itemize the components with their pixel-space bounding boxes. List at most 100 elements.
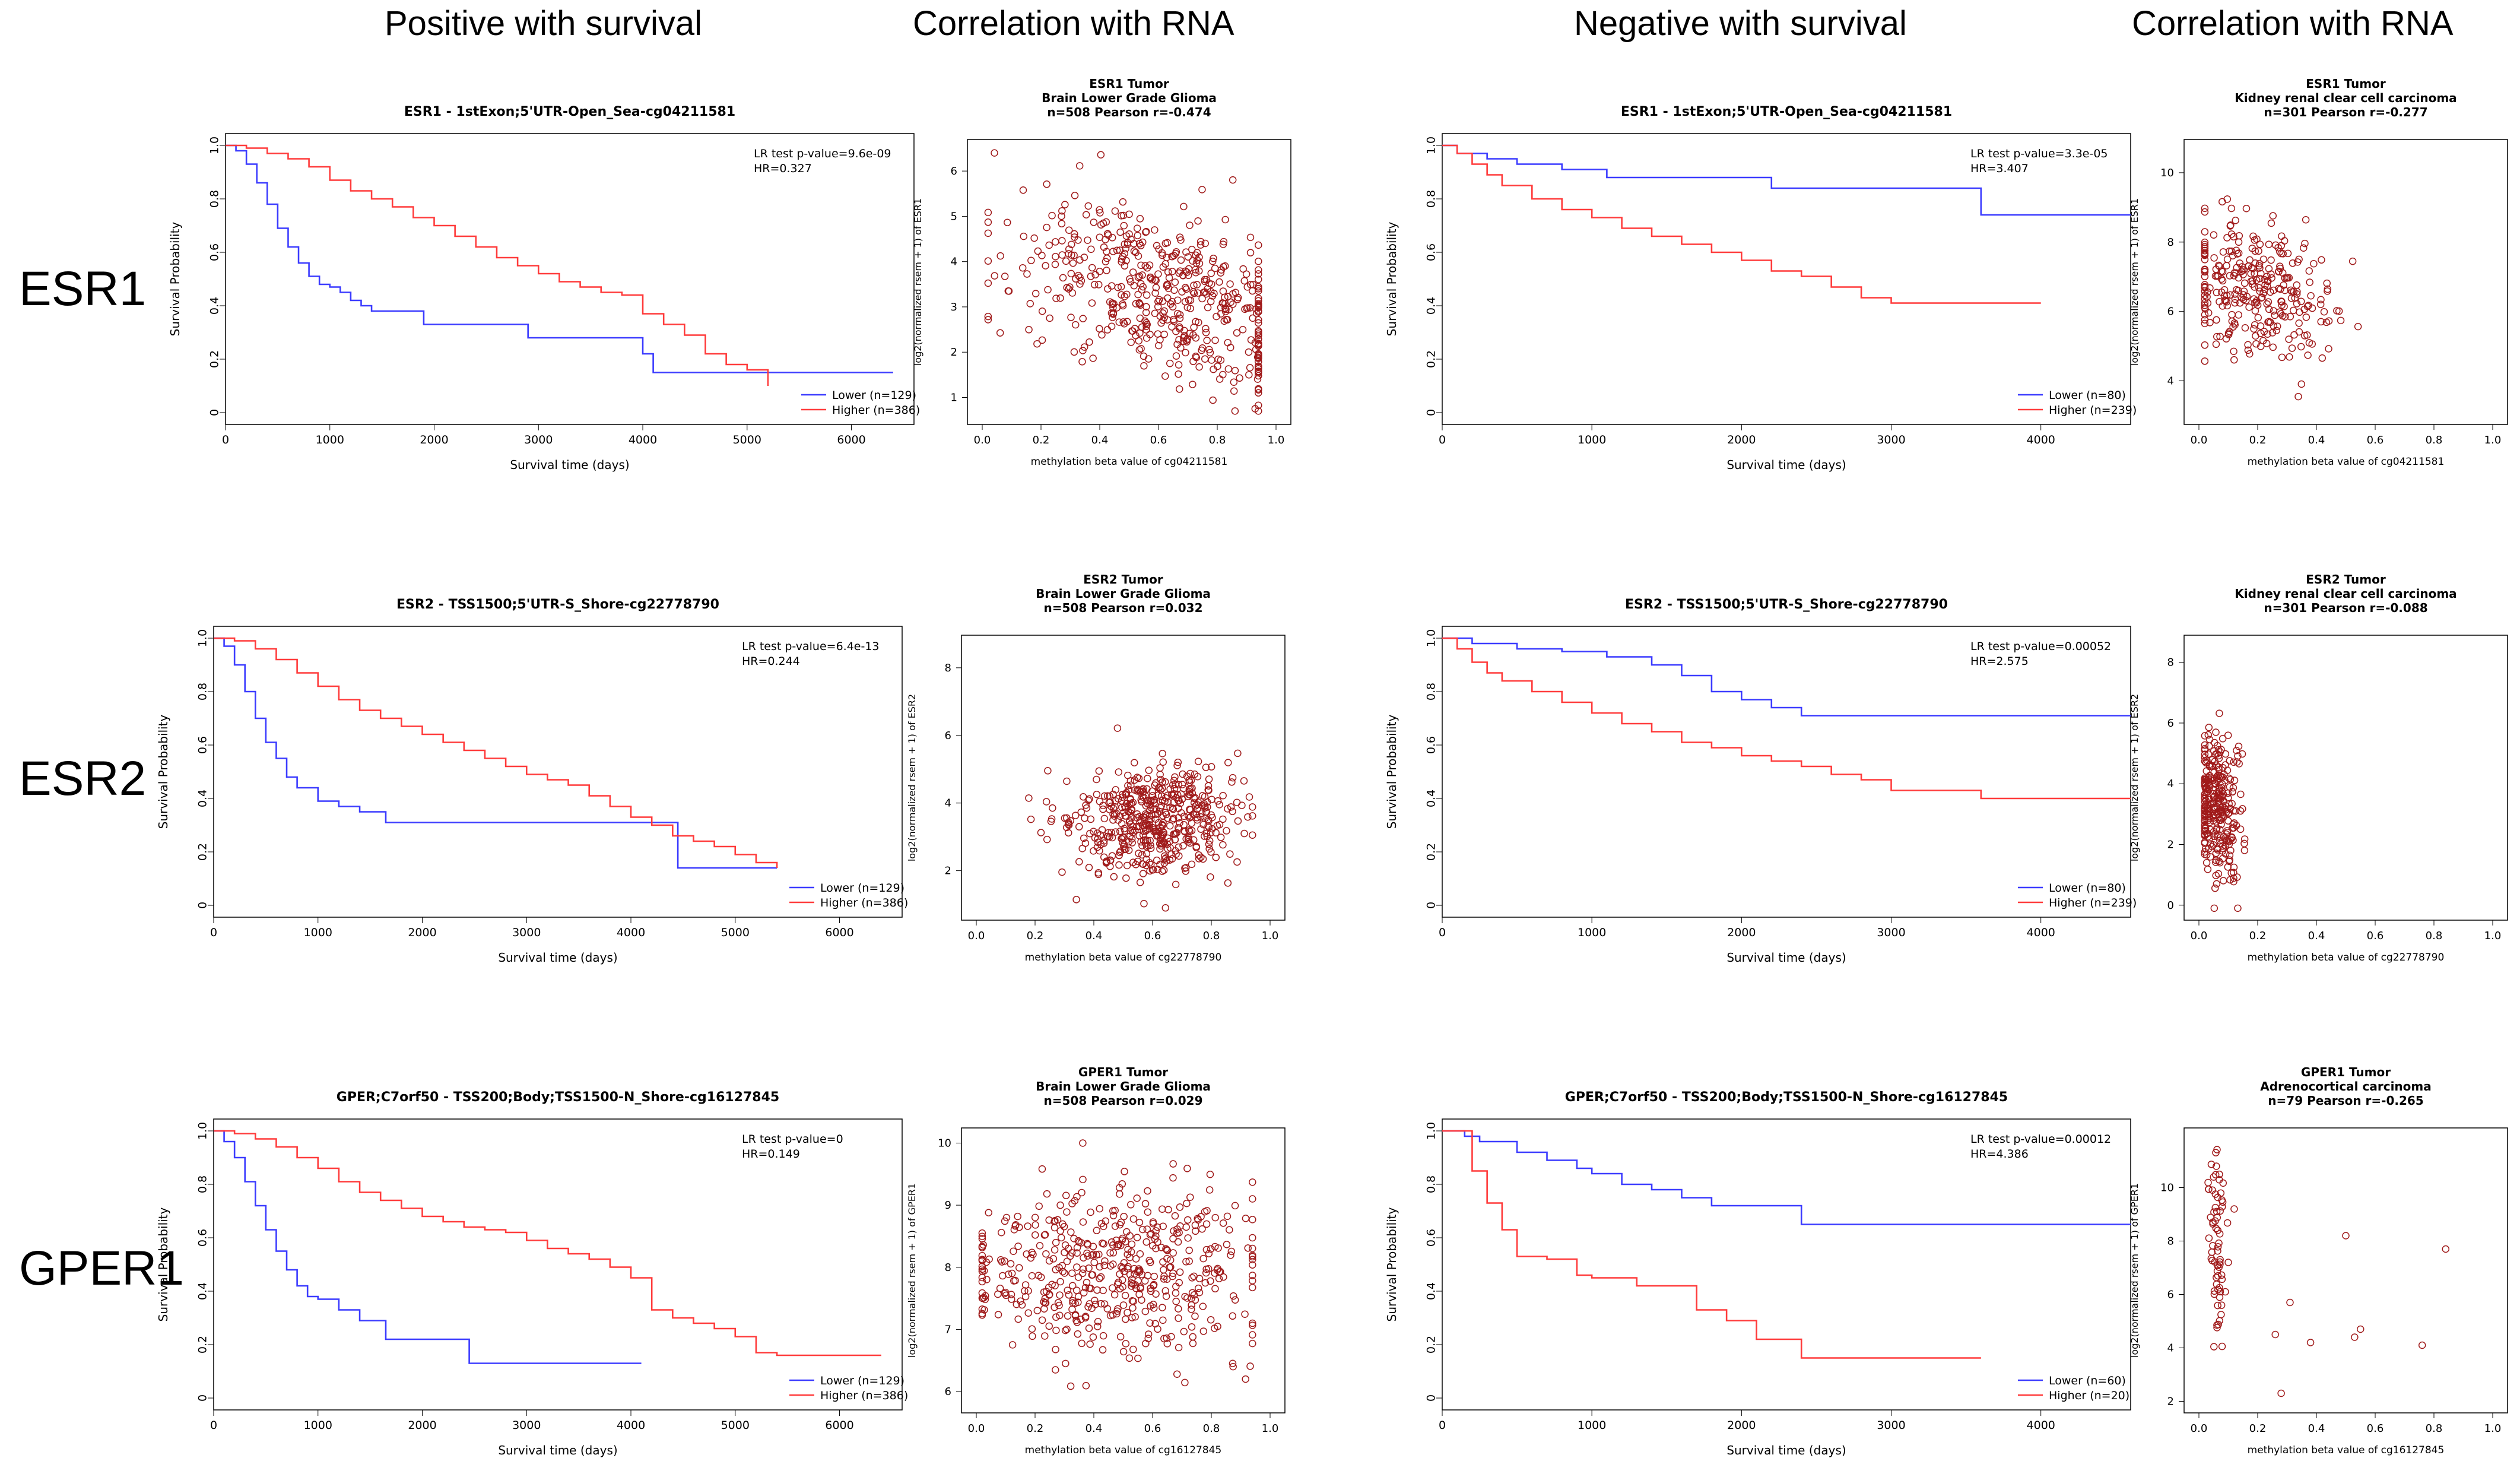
scatter-point <box>2217 820 2225 829</box>
scatter-point <box>978 1311 986 1319</box>
scatter-point <box>1103 858 1111 866</box>
scatter-point <box>2295 255 2303 264</box>
scatter-point <box>1179 784 1188 793</box>
scatter-point <box>2201 741 2209 749</box>
scatter-point <box>2201 341 2209 349</box>
scatter-point <box>2221 1288 2229 1296</box>
scatter-point <box>2229 820 2237 828</box>
scatter-point <box>1068 240 1075 249</box>
scatter-point <box>1139 831 1147 839</box>
scatter-point <box>1199 1254 1207 1263</box>
scatter-point <box>1072 275 1080 283</box>
scatter-point <box>1192 251 1199 259</box>
scatter-point <box>1180 812 1188 820</box>
scatter-point <box>1059 1267 1067 1276</box>
scatter-point <box>1229 1362 1237 1371</box>
scatter-point <box>1195 267 1203 275</box>
scatter-point <box>1126 817 1134 825</box>
scatter-point <box>1071 812 1080 819</box>
scatter-point <box>2418 1341 2426 1349</box>
scatter-point <box>2216 1230 2224 1238</box>
x-tick-label: 4000 <box>2027 433 2055 446</box>
scatter-point <box>1139 870 1147 877</box>
scatter-point <box>2305 267 2313 275</box>
scatter-point <box>1108 833 1116 842</box>
scatter-point <box>2278 301 2286 309</box>
scatter-point <box>1124 771 1132 779</box>
scatter-point <box>1077 808 1086 816</box>
x-tick-label: 4000 <box>2027 1419 2055 1432</box>
y-tick-label: 0 <box>1425 409 1438 416</box>
scatter-point <box>1035 1202 1043 1210</box>
scatter-point <box>1242 1375 1249 1383</box>
scatter-point <box>1140 899 1148 908</box>
scatter-point <box>1205 346 1213 354</box>
scatter-point <box>1140 352 1148 360</box>
x-tick-label: 0.8 <box>1203 1422 1220 1435</box>
scatter-point <box>1144 355 1153 363</box>
scatter-point <box>1186 769 1194 778</box>
scatter-point <box>1052 294 1060 302</box>
scatter-point <box>1108 234 1116 242</box>
scatter-point <box>1069 259 1077 267</box>
scatter-point <box>1159 831 1167 838</box>
scatter-point <box>2218 1271 2226 1279</box>
scatter-point <box>1182 1258 1190 1266</box>
y-tick-label: 0.4 <box>1425 1282 1438 1300</box>
scatter-point <box>2280 237 2289 245</box>
scatter-point <box>1232 289 1240 296</box>
scatter-point <box>1025 326 1033 334</box>
scatter-point <box>1076 273 1084 281</box>
scatter-point <box>1038 308 1046 315</box>
scatter-point <box>1103 1305 1112 1313</box>
x-tick-label: 3000 <box>1877 926 1905 939</box>
scatter-point <box>1082 801 1090 809</box>
scatter-point <box>1025 794 1033 802</box>
scatter-point <box>1142 228 1150 236</box>
scatter-point <box>1195 1288 1204 1297</box>
scatter-point <box>1144 1335 1152 1342</box>
km-plot-esr1-positive: ESR1 - 1stExon;5'UTR-Open_Sea-cg04211581… <box>168 104 920 472</box>
scatter-point <box>1075 1238 1083 1246</box>
scatter-point <box>1001 272 1009 280</box>
scatter-point <box>1056 1278 1064 1286</box>
scatter-point <box>1071 192 1079 199</box>
scatter-point <box>1072 896 1080 904</box>
scatter-point <box>1106 1311 1115 1320</box>
scatter-point <box>1004 218 1011 227</box>
scatter-point <box>2270 322 2278 330</box>
scatter-point <box>1052 1366 1059 1374</box>
scatter-point <box>2232 807 2240 815</box>
scatter-point <box>1227 1247 1236 1256</box>
scatter-point <box>1093 1226 1101 1235</box>
scatter-point <box>1140 787 1147 795</box>
scatter-point <box>1106 1262 1115 1270</box>
scatter-point <box>2214 833 2221 841</box>
scatter-point <box>1090 281 1099 289</box>
x-tick-label: 4000 <box>629 433 657 446</box>
legend-label: Lower (n=129) <box>820 882 904 895</box>
scatter-point <box>1107 322 1116 331</box>
scatter-point <box>1104 832 1112 841</box>
scatter-point <box>978 1251 986 1260</box>
scatter-point <box>2206 826 2214 833</box>
scatter-point <box>1184 793 1192 800</box>
scatter-point <box>1134 1354 1142 1362</box>
scatter-point <box>1146 1231 1154 1239</box>
x-tick-label: 0.0 <box>2191 434 2208 446</box>
scatter-point <box>2260 328 2268 335</box>
scatter-point <box>2283 274 2290 282</box>
scatter-point <box>1207 848 1215 856</box>
scatter-point <box>2306 1339 2315 1346</box>
scatter-point <box>1175 804 1182 812</box>
scatter-point <box>1084 1241 1092 1249</box>
scatter-point <box>1205 786 1213 794</box>
chart-title-line: ESR1 Tumor <box>1089 77 1169 91</box>
scatter-point <box>1095 767 1103 775</box>
scatter-point <box>1186 296 1195 305</box>
scatter-point <box>2273 322 2281 330</box>
scatter-point <box>2308 304 2316 312</box>
scatter-point <box>1032 1221 1039 1229</box>
scatter-point <box>991 272 999 280</box>
